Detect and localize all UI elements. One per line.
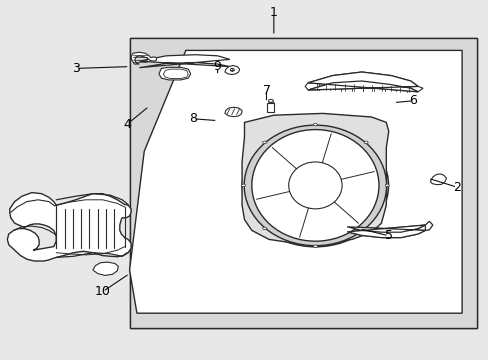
Polygon shape — [224, 107, 242, 117]
Text: 3: 3 — [72, 62, 80, 75]
Polygon shape — [346, 225, 425, 238]
Ellipse shape — [313, 123, 317, 126]
Ellipse shape — [288, 162, 342, 209]
Text: 5: 5 — [384, 229, 392, 242]
Bar — [267, 103, 274, 112]
Text: 10: 10 — [95, 285, 110, 298]
Bar — [129, 38, 476, 328]
Ellipse shape — [364, 227, 367, 230]
Text: 6: 6 — [408, 94, 416, 107]
Ellipse shape — [230, 68, 234, 71]
Ellipse shape — [262, 227, 266, 230]
Polygon shape — [131, 52, 156, 64]
Ellipse shape — [268, 99, 273, 102]
Polygon shape — [129, 50, 461, 313]
Polygon shape — [429, 174, 446, 185]
Text: 8: 8 — [189, 112, 197, 125]
Ellipse shape — [244, 125, 386, 246]
Polygon shape — [307, 72, 417, 92]
Polygon shape — [159, 67, 190, 80]
Ellipse shape — [262, 141, 266, 144]
Text: 1: 1 — [269, 6, 277, 19]
Polygon shape — [425, 221, 432, 230]
Text: 2: 2 — [452, 181, 460, 194]
Bar — [129, 38, 476, 328]
Ellipse shape — [251, 130, 378, 241]
Polygon shape — [139, 55, 229, 68]
Ellipse shape — [251, 130, 378, 241]
Text: 4: 4 — [123, 118, 131, 131]
Ellipse shape — [242, 124, 387, 247]
Polygon shape — [93, 262, 118, 275]
Ellipse shape — [385, 184, 388, 186]
Ellipse shape — [364, 141, 367, 144]
Polygon shape — [7, 193, 131, 261]
Polygon shape — [346, 225, 425, 238]
Ellipse shape — [241, 184, 245, 186]
Text: 7: 7 — [262, 84, 270, 96]
Polygon shape — [224, 66, 239, 75]
Polygon shape — [425, 221, 432, 230]
Polygon shape — [242, 113, 388, 243]
Polygon shape — [307, 72, 417, 92]
Ellipse shape — [286, 160, 344, 211]
Ellipse shape — [313, 245, 317, 247]
Text: 9: 9 — [213, 60, 221, 73]
